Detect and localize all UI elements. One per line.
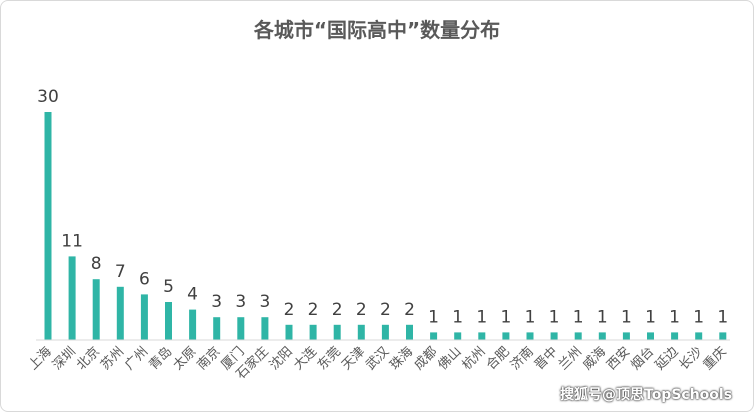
data-label-东莞: 2 bbox=[332, 300, 343, 320]
tick-label-苏州: 苏州 bbox=[97, 344, 127, 374]
bar-杭州 bbox=[478, 332, 486, 340]
tick-label-上海: 上海 bbox=[26, 344, 55, 373]
bar-武汉 bbox=[381, 324, 389, 340]
data-label-西安: 1 bbox=[621, 307, 632, 327]
data-label-烟台: 1 bbox=[645, 307, 656, 327]
tick-label-北京: 北京 bbox=[74, 344, 103, 373]
data-label-珠海: 2 bbox=[404, 300, 415, 320]
bar-重庆 bbox=[719, 332, 727, 340]
data-label-威海: 1 bbox=[597, 307, 608, 327]
bar-东莞 bbox=[333, 324, 341, 340]
tick-label-青岛: 青岛 bbox=[146, 344, 176, 374]
bar-青岛 bbox=[165, 302, 172, 340]
data-label-武汉: 2 bbox=[380, 300, 391, 320]
data-label-晋中: 1 bbox=[549, 307, 560, 327]
tick-label-重庆: 重庆 bbox=[700, 344, 730, 374]
bar-大连 bbox=[309, 324, 317, 340]
tick-label-延边: 延边 bbox=[652, 344, 681, 373]
data-label-南京: 3 bbox=[211, 292, 222, 312]
data-label-上海: 30 bbox=[37, 87, 59, 107]
bar-威海 bbox=[598, 332, 606, 340]
bar-佛山 bbox=[454, 332, 462, 340]
data-label-天津: 2 bbox=[356, 300, 367, 320]
tick-label-长沙: 长沙 bbox=[677, 344, 706, 373]
tick-label-佛山: 佛山 bbox=[436, 344, 465, 373]
data-label-太原: 4 bbox=[187, 285, 198, 305]
bar-深圳 bbox=[68, 256, 76, 340]
data-label-成都: 1 bbox=[428, 307, 439, 327]
bar-苏州 bbox=[116, 286, 124, 340]
tick-label-沈阳: 沈阳 bbox=[267, 344, 296, 373]
tick-label-杭州: 杭州 bbox=[460, 344, 489, 373]
tick-label-南京: 南京 bbox=[194, 344, 224, 374]
data-label-兰州: 1 bbox=[573, 307, 584, 327]
bar-延边 bbox=[671, 332, 679, 340]
tick-label-西安: 西安 bbox=[604, 344, 633, 373]
data-label-厦门: 3 bbox=[235, 292, 246, 312]
data-label-石家庄: 3 bbox=[259, 292, 270, 312]
tick-label-武汉: 武汉 bbox=[363, 344, 392, 373]
bar-成都 bbox=[430, 332, 438, 340]
tick-label-广州: 广州 bbox=[122, 344, 151, 373]
bar-晋中 bbox=[550, 332, 558, 340]
bar-珠海 bbox=[406, 324, 413, 340]
bar-太原 bbox=[189, 309, 197, 340]
data-label-苏州: 7 bbox=[115, 262, 126, 282]
bar-西安 bbox=[622, 332, 630, 340]
bar-长沙 bbox=[695, 332, 703, 340]
tick-label-合肥: 合肥 bbox=[484, 344, 513, 373]
tick-label-东莞: 东莞 bbox=[315, 344, 344, 373]
bar-沈阳 bbox=[285, 324, 293, 340]
bar-厦门 bbox=[237, 317, 245, 340]
bar-北京 bbox=[92, 279, 100, 340]
bar-天津 bbox=[357, 324, 365, 340]
tick-label-天津: 天津 bbox=[339, 344, 368, 373]
data-label-广州: 6 bbox=[139, 269, 150, 289]
bar-上海 bbox=[44, 112, 52, 340]
tick-label-济南: 济南 bbox=[507, 344, 537, 374]
bar-合肥 bbox=[502, 332, 510, 340]
tick-label-兰州: 兰州 bbox=[556, 344, 585, 373]
bar-南京 bbox=[213, 317, 221, 340]
bar-广州 bbox=[140, 294, 148, 340]
data-label-重庆: 1 bbox=[717, 307, 728, 327]
data-label-佛山: 1 bbox=[452, 307, 463, 327]
bar-烟台 bbox=[647, 332, 654, 340]
data-label-延边: 1 bbox=[669, 307, 680, 327]
chart-title: 各城市“国际高中”数量分布 bbox=[253, 18, 501, 42]
tick-label-大连: 大连 bbox=[290, 344, 320, 374]
tick-label-晋中: 晋中 bbox=[532, 344, 561, 373]
tick-label-深圳: 深圳 bbox=[50, 344, 79, 373]
tick-label-成都: 成都 bbox=[411, 344, 440, 373]
bar-石家庄 bbox=[261, 317, 269, 340]
data-label-合肥: 1 bbox=[500, 307, 511, 327]
data-label-大连: 2 bbox=[308, 300, 319, 320]
tick-label-太原: 太原 bbox=[170, 344, 199, 373]
watermark-text: 搜狐号@顶思TopSchools bbox=[560, 387, 733, 403]
data-label-深圳: 11 bbox=[61, 231, 83, 251]
tick-label-威海: 威海 bbox=[580, 344, 609, 373]
data-label-长沙: 1 bbox=[693, 307, 704, 327]
data-label-北京: 8 bbox=[91, 254, 102, 274]
tick-label-烟台: 烟台 bbox=[628, 344, 657, 373]
tick-label-珠海: 珠海 bbox=[387, 344, 416, 373]
data-label-沈阳: 2 bbox=[284, 300, 295, 320]
data-label-杭州: 1 bbox=[476, 307, 487, 327]
bar-兰州 bbox=[574, 332, 582, 340]
data-label-济南: 1 bbox=[525, 307, 536, 327]
data-label-青岛: 5 bbox=[163, 277, 174, 297]
bar-济南 bbox=[526, 332, 534, 340]
